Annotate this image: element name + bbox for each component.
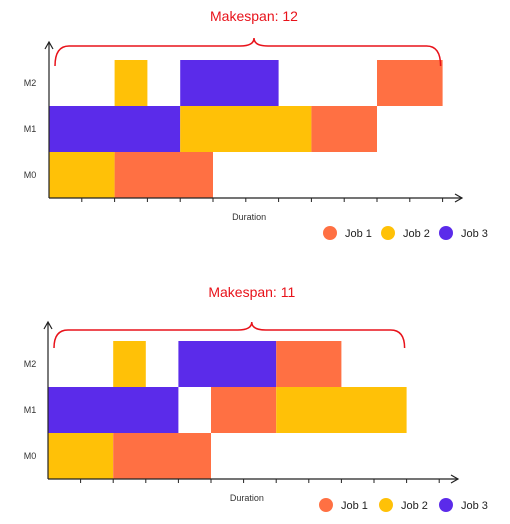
makespan-brace [53,321,406,349]
makespan-label: Makespan: 11 [208,284,295,300]
bar-m1-job1-1 [311,106,377,152]
bar-m0-job2-1 [49,152,115,198]
gantt-chart-2: M0 M1 M2 Duration Makespan: 11 Job 1 Job 2 Job … [24,284,488,512]
y-tick-label-m1: M1 [24,405,37,415]
legend-marker-job1 [319,498,333,512]
makespan-label: Makespan: 12 [210,8,298,24]
bar-m2-job1-2 [276,341,342,387]
legend-marker-job3 [439,226,453,240]
bar-m1-job1-2 [211,387,277,433]
legend-label-job2: Job 2 [401,500,428,512]
bar-m1-job3-1 [49,106,181,152]
y-tick-label-m0: M0 [24,170,37,180]
bar-m2-job1-1 [377,60,443,106]
x-axis-label: Duration [230,493,264,503]
x-axis-label: Duration [232,212,266,222]
legend-marker-job2 [379,498,393,512]
bar-m2-job3-1 [180,60,279,106]
legend-label-job3: Job 3 [461,500,488,512]
bar-m1-job2-1 [180,106,312,152]
legend-label-job3: Job 3 [461,228,488,240]
bar-m2-job3-2 [178,341,277,387]
bar-m1-job3-2 [48,387,179,433]
legend-label-job1: Job 1 [345,228,372,240]
y-tick-label-m2: M2 [24,359,37,369]
gantt-chart-1: M0 M1 M2 Duration Makespan: 12 Job 1 Job 2 Job … [24,8,488,240]
bar-m0-job1-2 [113,433,211,479]
bar-m2-job2-2 [113,341,146,387]
legend-marker-job3 [439,498,453,512]
bar-m2-job2-1 [114,60,148,106]
legend-label-job2: Job 2 [403,228,430,240]
makespan-brace [54,37,442,67]
y-tick-label-m0: M0 [24,451,37,461]
bar-m0-job1-1 [114,152,213,198]
y-tick-label-m2: M2 [24,78,37,88]
legend-marker-job1 [323,226,337,240]
legend-label-job1: Job 1 [341,500,368,512]
bar-m1-job2-2 [276,387,407,433]
legend-marker-job2 [381,226,395,240]
y-tick-label-m1: M1 [24,124,37,134]
bar-m0-job2-2 [48,433,114,479]
